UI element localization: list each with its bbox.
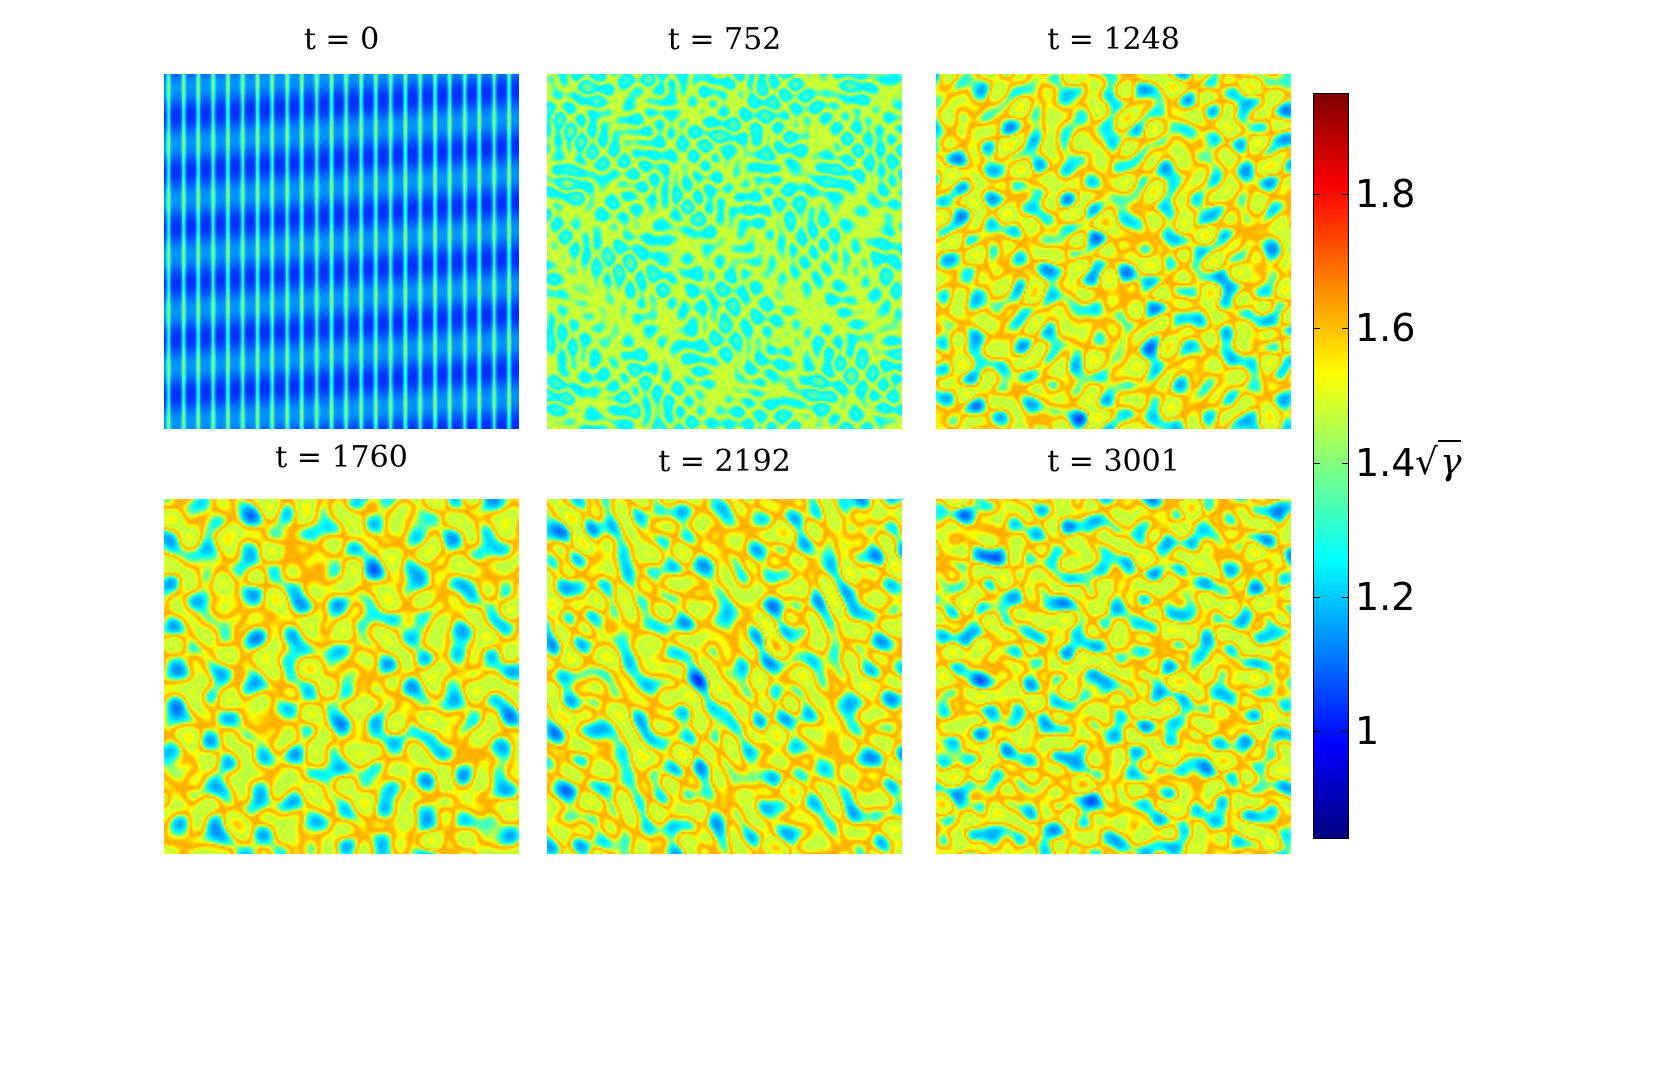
colorbar-tick [1313,328,1320,329]
colorbar-tick-label: 1 [1355,709,1380,753]
heatmap-panel [164,74,519,429]
heatmap-panel [547,499,902,854]
panel-title: t = 2192 [658,444,791,479]
colorbar-tick-label: 1.6 [1355,306,1416,350]
heatmap-panel [936,499,1291,854]
colorbar-tick [1313,597,1320,598]
colorbar-tick [1313,194,1320,195]
colorbar-tick-label: 1.4 [1355,441,1416,485]
colorbar-tick-label: 1.8 [1355,172,1416,216]
colorbar-tick [1342,194,1349,195]
heatmap-panel [936,74,1291,429]
colorbar [1313,93,1349,839]
panel-title: t = 1760 [275,440,408,475]
panel-title: t = 1248 [1047,22,1180,57]
colorbar-tick [1342,597,1349,598]
colorbar-tick [1342,328,1349,329]
panel-title: t = 752 [667,22,782,57]
colorbar-tick [1342,463,1349,464]
panel-title: t = 3001 [1047,444,1180,479]
heatmap-panel [547,74,902,429]
colorbar-tick [1313,731,1320,732]
panel-title: t = 0 [303,22,380,57]
heatmap-panel [164,499,519,854]
colorbar-tick [1313,463,1320,464]
colorbar-tick [1342,731,1349,732]
colorbar-label: √γ [1415,440,1462,483]
colorbar-tick-label: 1.2 [1355,575,1416,619]
